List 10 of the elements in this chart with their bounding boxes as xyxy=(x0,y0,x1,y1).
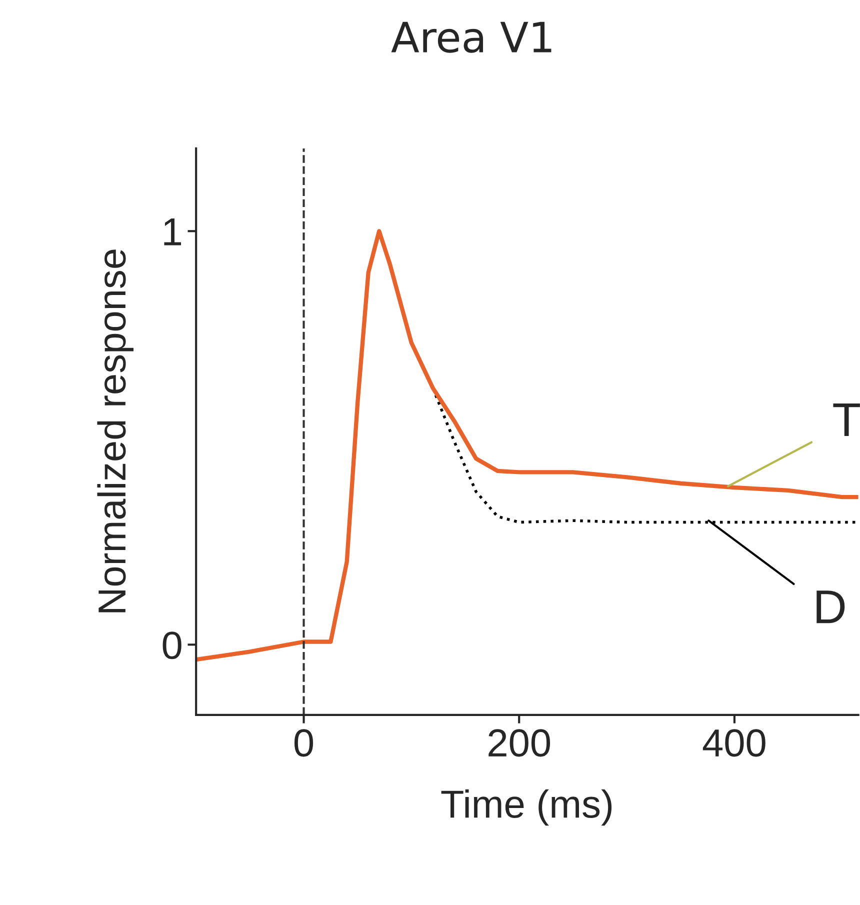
chart-title: Area V1 xyxy=(391,22,552,53)
line-series xyxy=(196,229,858,662)
annotation: T xyxy=(833,403,860,436)
x-tick-label: 400 xyxy=(702,729,766,757)
y-tick-label: 1 xyxy=(164,218,181,246)
y-axis-title: Normalized response xyxy=(97,250,134,612)
x-tick-label: 0 xyxy=(294,729,314,757)
x-axis-title: Time (ms) xyxy=(441,789,612,826)
x-tick-label: 200 xyxy=(488,729,550,757)
annotation: D xyxy=(816,590,845,624)
